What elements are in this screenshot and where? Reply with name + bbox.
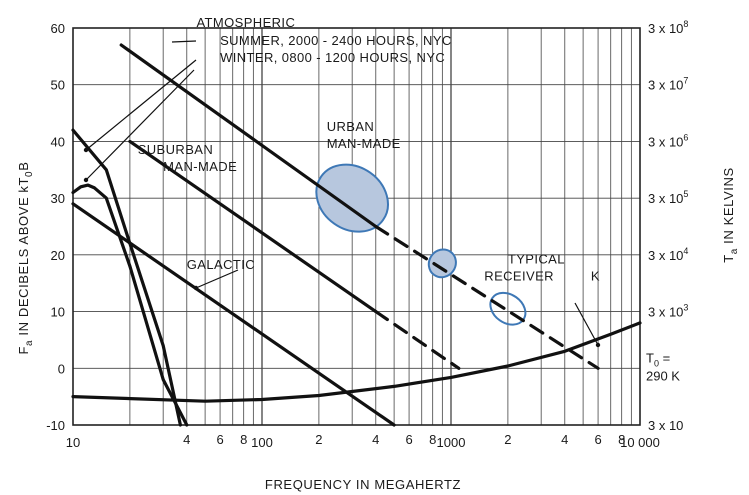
leader-line bbox=[85, 59, 197, 151]
x-major-tick-label: 100 bbox=[251, 435, 273, 450]
series-suburban-man-made bbox=[128, 139, 378, 314]
noise-ellipse bbox=[315, 163, 389, 233]
y-tick-label: 20 bbox=[51, 248, 65, 263]
right-tick-exp: 8 bbox=[683, 19, 688, 29]
x-minor-tick-label: 2 bbox=[315, 432, 322, 447]
y-tick-label: 50 bbox=[51, 78, 65, 93]
y-right-main: T bbox=[721, 254, 736, 263]
annotation-label: K bbox=[591, 268, 600, 283]
right-tick-main: 3 x 10 bbox=[648, 191, 683, 206]
leader-line bbox=[171, 40, 197, 43]
right-tick-exp: 4 bbox=[683, 246, 688, 256]
y-tick-label: 40 bbox=[51, 134, 65, 149]
annotation-label: SUBURBAN bbox=[138, 142, 213, 157]
right-tick-main: 3 x 10 bbox=[648, 418, 683, 433]
annotation-label: MAN-MADE bbox=[163, 159, 237, 174]
right-tick-label: 3 x 108 bbox=[648, 19, 688, 36]
annotation-label: GALACTIC bbox=[187, 257, 255, 272]
annotation-label: MAN-MADE bbox=[327, 136, 401, 151]
right-tick-label: 3 x 103 bbox=[648, 303, 688, 320]
right-tick-label: 3 x 104 bbox=[648, 246, 688, 263]
noise-ellipse bbox=[427, 248, 457, 279]
right-tick-eq: = bbox=[659, 350, 670, 365]
annotation-label: RECEIVER bbox=[484, 268, 554, 283]
y-tick-label: 30 bbox=[51, 191, 65, 206]
x-minor-tick-label: 6 bbox=[216, 432, 223, 447]
x-axis-label: FREQUENCY IN MEGAHERTZ bbox=[265, 477, 461, 492]
y-left-sub2: 0 bbox=[24, 171, 35, 177]
y-left-main: F bbox=[16, 346, 31, 355]
series-urban-man-made-dashed bbox=[374, 224, 600, 370]
leader-line bbox=[85, 69, 195, 181]
series-summer-2000-2400-hours-nyc bbox=[71, 183, 189, 427]
y-left-sub1: a bbox=[24, 340, 35, 346]
y-tick-label: -10 bbox=[46, 418, 65, 433]
x-major-tick-label: 10 bbox=[66, 435, 80, 450]
series-curves bbox=[71, 43, 642, 427]
y-tick-label: 60 bbox=[51, 21, 65, 36]
y-right-end: IN KELVINS bbox=[721, 167, 736, 248]
annotation-label: SUMMER, 2000 - 2400 HOURS, NYC bbox=[220, 33, 452, 48]
right-tick-main: 3 x 10 bbox=[648, 134, 683, 149]
leader-line bbox=[195, 269, 239, 289]
right-tick-label: 290 K bbox=[646, 368, 680, 383]
right-tick-main: 3 x 10 bbox=[648, 78, 683, 93]
curve-annotations: ATMOSPHERIC SUMMER, 2000 - 2400 HOURS, NY… bbox=[138, 15, 600, 284]
grid-lines bbox=[73, 27, 640, 426]
x-minor-tick-label: 6 bbox=[594, 432, 601, 447]
leader-arrowhead bbox=[83, 177, 89, 183]
right-tick-main: 3 x 10 bbox=[648, 21, 683, 36]
x-minor-tick-label: 8 bbox=[618, 432, 625, 447]
right-tick-exp: 6 bbox=[683, 132, 688, 142]
x-minor-tick-label: 2 bbox=[504, 432, 511, 447]
y-left-mid: IN DECIBELS ABOVE kT bbox=[16, 177, 31, 340]
right-tick-main: T bbox=[646, 350, 654, 365]
leader-line bbox=[574, 302, 599, 346]
y-tick-label: 0 bbox=[58, 361, 65, 376]
series-galactic bbox=[71, 202, 396, 427]
x-minor-tick-label: 8 bbox=[240, 432, 247, 447]
right-tick-main: 3 x 10 bbox=[648, 305, 683, 320]
x-minor-tick-label: 4 bbox=[561, 432, 568, 447]
x-minor-tick-label: 6 bbox=[405, 432, 412, 447]
leader-arrowhead bbox=[595, 342, 601, 348]
annotation-label: TYPICAL bbox=[508, 251, 565, 266]
series-urban-man-made bbox=[119, 43, 378, 229]
leader-lines bbox=[83, 40, 601, 348]
annotation-label: ATMOSPHERIC bbox=[196, 15, 295, 30]
x-minor-tick-label: 4 bbox=[183, 432, 190, 447]
leader-arrowhead bbox=[193, 285, 199, 291]
plot-frame bbox=[72, 27, 641, 426]
x-major-tick-label: 1000 bbox=[437, 435, 466, 450]
x-major-tick-label: 10 000 bbox=[620, 435, 660, 450]
leader-arrowhead bbox=[83, 147, 89, 153]
y-right-sub: a bbox=[729, 248, 740, 254]
y-axis-left-label: Fa IN DECIBELS ABOVE kT0B bbox=[16, 161, 35, 354]
right-tick-main: 3 x 10 bbox=[648, 248, 683, 263]
right-tick-exp: 3 bbox=[683, 303, 688, 313]
series-typical-receiver bbox=[71, 321, 642, 403]
y-axis-right-label: Ta IN KELVINS bbox=[721, 167, 740, 263]
annotation-label: URBAN bbox=[327, 119, 375, 134]
y-tick-label: 10 bbox=[51, 305, 65, 320]
right-tick-sub: 0 bbox=[654, 358, 659, 368]
annotation-label: WINTER, 0800 - 1200 HOURS, NYC bbox=[220, 50, 445, 65]
series-suburban-man-made-dashed bbox=[374, 310, 461, 370]
right-tick-exp: 7 bbox=[683, 76, 688, 86]
right-tick-label: 3 x 105 bbox=[648, 189, 688, 206]
right-tick-label: 3 x 106 bbox=[648, 132, 688, 149]
right-tick-label: 3 x 107 bbox=[648, 76, 688, 93]
x-minor-tick-label: 8 bbox=[429, 432, 436, 447]
noise-range-ellipses bbox=[315, 163, 527, 326]
x-minor-tick-label: 4 bbox=[372, 432, 379, 447]
right-tick-exp: 5 bbox=[683, 189, 688, 199]
right-tick-label: 3 x 10 bbox=[648, 418, 683, 433]
y-left-end: B bbox=[16, 161, 31, 170]
right-tick-label: T0 = bbox=[646, 350, 670, 368]
